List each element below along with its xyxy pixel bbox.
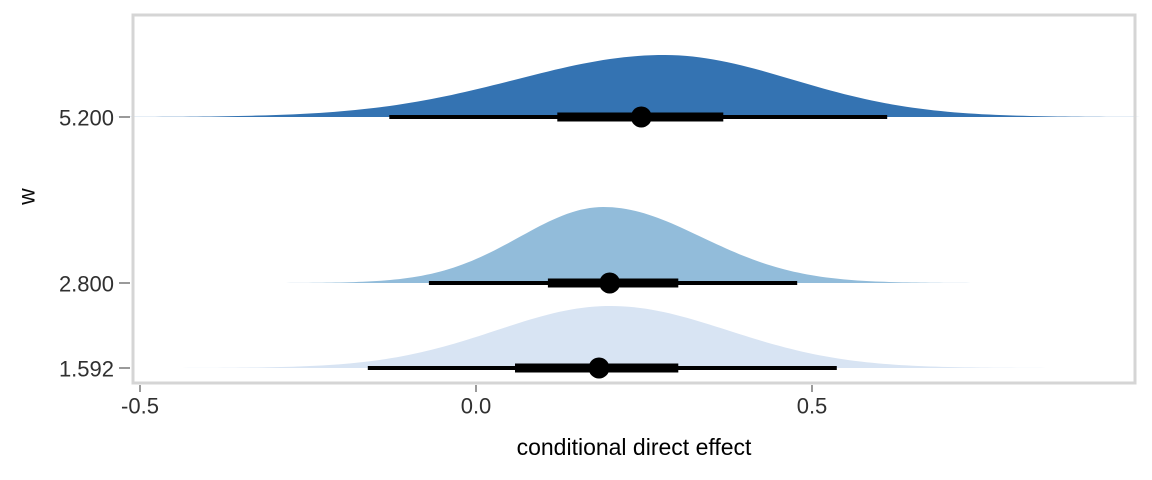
median-dot-w-1.592 <box>588 357 610 379</box>
y-tick-label-1.592: 1.592 <box>59 357 114 382</box>
x-tick-label-0.0: 0.0 <box>461 394 492 419</box>
y-tick-label-5.200: 5.200 <box>59 106 114 131</box>
x-tick-label-0.5: 0.5 <box>797 394 828 419</box>
median-dot-w-2.800 <box>599 272 621 294</box>
density-area-w-1.592 <box>153 306 1081 368</box>
density-area-w-5.200 <box>72 55 1152 117</box>
y-tick-label-2.800: 2.800 <box>59 272 114 297</box>
x-tick-label--0.5: -0.5 <box>121 394 159 419</box>
density-area-w-2.800 <box>267 207 994 283</box>
panel-border <box>131 13 1137 385</box>
x-axis-title: conditional direct effect <box>516 434 752 460</box>
y-axis-title: w <box>13 188 40 205</box>
median-dot-w-5.200 <box>630 106 652 128</box>
